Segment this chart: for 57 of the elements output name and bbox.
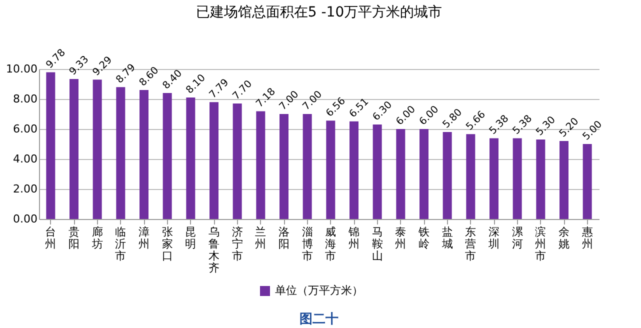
bar bbox=[560, 141, 568, 219]
bar bbox=[302, 114, 312, 219]
bar bbox=[372, 124, 382, 219]
x-tick-label: 济宁市 bbox=[232, 226, 243, 262]
bar bbox=[210, 102, 218, 219]
bar bbox=[232, 104, 242, 219]
bar bbox=[396, 129, 406, 219]
bar bbox=[116, 87, 126, 219]
x-tick-label: 余姚 bbox=[558, 226, 570, 250]
bar bbox=[326, 120, 336, 219]
bar bbox=[46, 72, 56, 219]
bar bbox=[140, 90, 148, 219]
y-tick-label: 4.00 bbox=[13, 152, 38, 166]
x-tick-label: 淄博市 bbox=[302, 226, 313, 262]
x-tick-label: 马鞍山 bbox=[372, 226, 383, 262]
legend-label: 单位（万平方米） bbox=[275, 284, 363, 297]
x-tick-label: 威海市 bbox=[325, 226, 336, 262]
x-tick-label: 贵阳 bbox=[68, 226, 80, 250]
bar bbox=[582, 144, 592, 219]
bar bbox=[162, 93, 172, 219]
chart-title: 已建场馆总面积在5 -10万平方米的城市 bbox=[196, 4, 442, 20]
x-tick-label: 台州 bbox=[45, 226, 56, 250]
y-tick-label: 8.00 bbox=[13, 92, 38, 106]
y-tick-label: 0.00 bbox=[13, 212, 38, 226]
bar bbox=[256, 111, 266, 219]
x-tick-label: 滨州市 bbox=[535, 226, 546, 262]
x-tick-label: 漳州 bbox=[138, 226, 150, 250]
x-tick-label: 深圳 bbox=[488, 226, 500, 250]
y-tick-label: 6.00 bbox=[13, 122, 38, 136]
bar bbox=[70, 79, 78, 219]
x-tick-label: 盐城 bbox=[440, 226, 453, 250]
x-tick-label: 昆明 bbox=[185, 226, 196, 250]
bar bbox=[420, 129, 428, 219]
x-tick-label: 东营市 bbox=[465, 226, 476, 262]
bar bbox=[442, 132, 452, 219]
x-tick-label: 漯河 bbox=[512, 226, 523, 250]
bar bbox=[186, 98, 196, 219]
bar bbox=[466, 134, 476, 219]
bar bbox=[512, 138, 522, 219]
x-tick-label: 洛阳 bbox=[278, 226, 290, 250]
x-tick-label: 锦州 bbox=[348, 226, 360, 250]
y-tick-label: 2.00 bbox=[13, 182, 38, 196]
x-tick-label: 临沂市 bbox=[115, 226, 126, 262]
bar bbox=[92, 80, 102, 219]
x-tick-label: 惠州 bbox=[580, 226, 593, 250]
bar bbox=[536, 140, 546, 219]
x-tick-label: 铁岭 bbox=[418, 226, 430, 250]
x-tick-label: 张家口 bbox=[162, 226, 173, 262]
bar bbox=[490, 138, 498, 219]
bar bbox=[280, 114, 288, 219]
y-tick-label: 10.00 bbox=[6, 62, 38, 76]
x-tick-label: 泰州 bbox=[395, 226, 406, 250]
x-tick-label: 乌鲁木齐 bbox=[208, 226, 220, 274]
bar bbox=[350, 121, 358, 219]
x-tick-label: 廊坊 bbox=[90, 226, 103, 250]
x-tick-label: 兰州 bbox=[255, 226, 266, 250]
text: 图二十 bbox=[300, 312, 338, 327]
